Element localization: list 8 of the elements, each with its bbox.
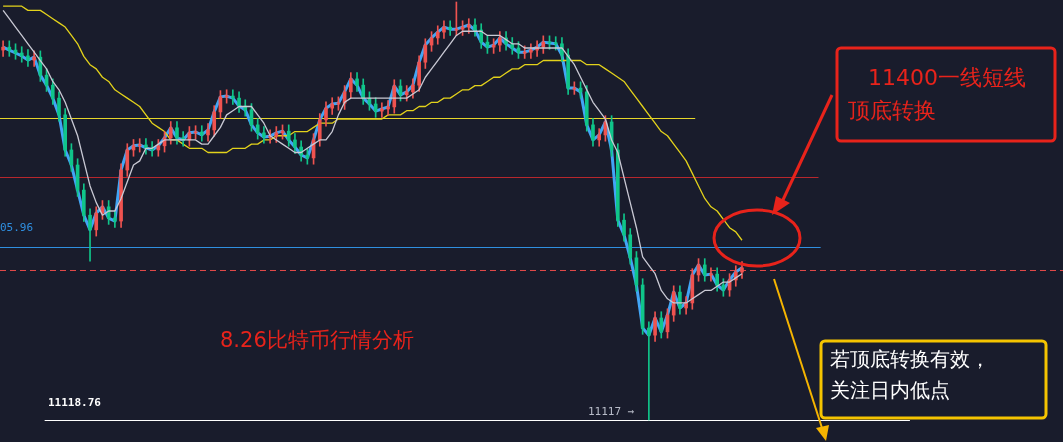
annotation: 11118.76	[48, 396, 101, 410]
text: 顶底转换	[848, 97, 936, 125]
text: 若顶底转换有效，	[830, 347, 990, 372]
annotation: 11117 →	[588, 405, 635, 419]
annotation: 8.26比特币行情分析	[220, 327, 414, 354]
annotation: 05.96	[0, 221, 34, 235]
text: 11400一线短线	[868, 64, 1026, 92]
text: 关注日内低点	[830, 378, 950, 403]
